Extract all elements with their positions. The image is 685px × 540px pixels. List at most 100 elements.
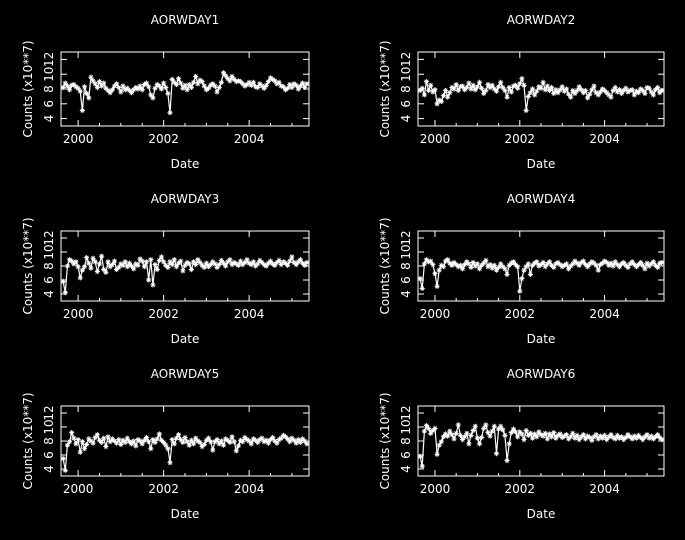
data-point [141, 437, 147, 443]
data-point [250, 259, 257, 265]
data-point [291, 437, 297, 443]
data-point [186, 81, 192, 88]
data-point [289, 435, 295, 441]
data-point [94, 432, 100, 438]
y-tick-label: 12 [42, 52, 56, 67]
data-point [557, 262, 563, 268]
data-point [604, 259, 610, 266]
data-point [618, 434, 625, 440]
y-tick-label: 10 [42, 419, 56, 434]
data-point [510, 259, 517, 265]
data-point [143, 80, 150, 86]
data-point [570, 430, 576, 436]
data-point [627, 261, 633, 267]
data-point [587, 91, 593, 97]
data-point [631, 433, 637, 439]
data-point [525, 93, 531, 99]
data-point [421, 261, 427, 267]
data-point [139, 87, 145, 93]
y-tick-label: 6 [42, 100, 56, 108]
data-point [508, 260, 514, 266]
data-point [240, 439, 246, 445]
data-point [421, 92, 427, 98]
data-point [551, 90, 557, 97]
data-point [623, 85, 629, 91]
data-point [618, 90, 625, 97]
data-point [538, 432, 544, 438]
data-point [515, 434, 521, 440]
data-point [158, 254, 165, 260]
data-point [84, 441, 90, 448]
data-point [536, 263, 542, 269]
data-point [506, 441, 512, 447]
data-point [595, 92, 601, 98]
data-point [602, 432, 608, 438]
data-point [208, 82, 214, 88]
data-point [449, 432, 455, 438]
data-point [285, 262, 291, 268]
data-point [86, 260, 92, 266]
data-point [434, 451, 440, 457]
data-point [650, 259, 656, 265]
y-tick-label: 10 [399, 244, 413, 259]
data-point [88, 74, 94, 80]
data-point [466, 261, 472, 267]
data-point [171, 441, 177, 447]
data-point [574, 260, 580, 266]
data-point [293, 262, 299, 268]
data-point [203, 260, 209, 266]
data-point [190, 441, 197, 447]
data-point [267, 437, 274, 443]
data-point [64, 83, 71, 89]
data-point [610, 87, 616, 94]
data-point [576, 84, 582, 90]
data-point [223, 436, 229, 442]
data-point [73, 441, 79, 447]
data-point [629, 87, 635, 93]
data-point [466, 80, 472, 86]
data-point [582, 262, 589, 268]
data-point [66, 439, 73, 445]
x-axis-label: Date [527, 507, 556, 521]
data-point [101, 266, 107, 273]
data-point [250, 436, 257, 442]
series-group [418, 76, 664, 114]
data-point [227, 257, 233, 263]
data-point [479, 262, 485, 268]
data-point [585, 95, 591, 101]
data-point [61, 278, 66, 284]
y-tick-label: 4 [399, 115, 413, 123]
x-axis-label: Date [171, 507, 200, 521]
data-point [517, 429, 523, 435]
data-point [474, 261, 480, 267]
data-point [128, 263, 135, 269]
data-point [555, 90, 561, 96]
data-point [447, 90, 453, 96]
data-point [544, 83, 550, 89]
data-point [546, 259, 553, 265]
data-point [302, 262, 308, 268]
data-point [614, 262, 620, 268]
data-point [77, 275, 83, 281]
data-point [99, 439, 105, 445]
data-point [453, 81, 459, 88]
data-point [248, 82, 254, 88]
data-point [582, 87, 589, 94]
data-point [146, 277, 152, 283]
y-tick-label: 4 [399, 465, 413, 473]
data-point [216, 441, 222, 447]
data-point [135, 86, 141, 92]
data-point [257, 257, 263, 263]
data-point [455, 422, 461, 428]
data-point [614, 89, 620, 95]
data-point [489, 428, 495, 434]
data-point [646, 263, 652, 269]
data-point [244, 257, 250, 263]
data-point [73, 259, 79, 265]
y-tick-label: 8 [399, 437, 413, 445]
data-point [285, 436, 291, 442]
data-point [657, 260, 663, 266]
data-point [293, 82, 299, 88]
data-point [604, 90, 610, 96]
series-group [61, 253, 309, 296]
